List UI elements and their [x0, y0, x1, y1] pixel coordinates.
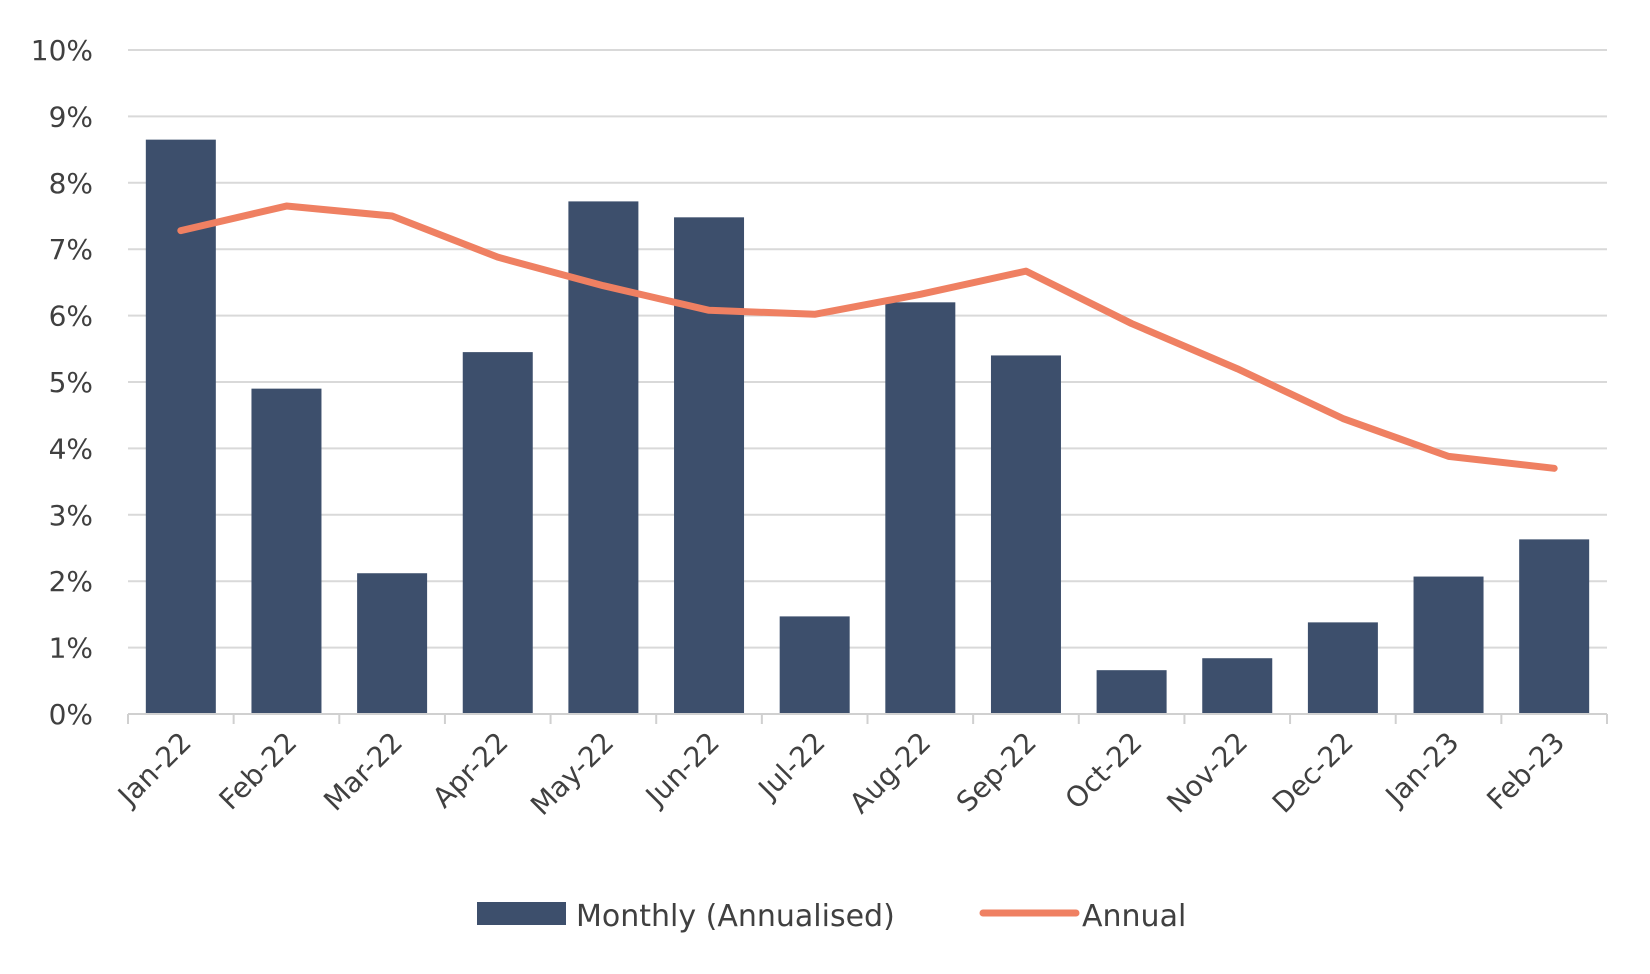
- bar: [1307, 622, 1378, 714]
- bar: [885, 302, 956, 714]
- x-tick-label: Feb-23: [1480, 726, 1571, 817]
- gridlines: [128, 49, 1607, 649]
- x-tick-label: Feb-22: [213, 726, 304, 817]
- y-tick-label: 8%: [49, 167, 93, 200]
- y-tick-label: 7%: [49, 233, 93, 266]
- legend-label-annual: Annual: [1082, 899, 1186, 934]
- y-tick-label: 4%: [49, 432, 93, 465]
- x-tick-label: Jul-22: [751, 726, 832, 807]
- legend-label-monthly: Monthly (Annualised): [576, 899, 895, 934]
- y-tick-label: 1%: [49, 632, 93, 665]
- bar: [1519, 539, 1590, 714]
- y-tick-label: 10%: [31, 34, 93, 67]
- x-tick-label: Jan-23: [1378, 726, 1466, 814]
- annual-line: [177, 202, 1558, 472]
- legend-swatch-monthly: [477, 902, 566, 925]
- bar: [357, 573, 428, 714]
- bar: [251, 388, 322, 714]
- x-tick-label: Dec-22: [1266, 726, 1360, 820]
- y-tick-label: 2%: [49, 565, 93, 598]
- x-tick-label: Mar-22: [317, 726, 409, 818]
- bar: [1413, 576, 1484, 714]
- x-tick-label: Sep-22: [950, 726, 1043, 819]
- x-tick-label: Jan-22: [110, 726, 198, 814]
- y-tick-label: 0%: [49, 698, 93, 731]
- bar: [1202, 658, 1273, 714]
- bar-series: [145, 139, 1590, 715]
- bar: [990, 355, 1061, 714]
- x-axis: [127, 713, 1608, 724]
- legend: Monthly (Annualised) Annual: [477, 899, 1186, 934]
- x-tick-label: May-22: [524, 726, 620, 822]
- y-tick-label: 5%: [49, 366, 93, 399]
- x-tick-label: Nov-22: [1160, 726, 1254, 820]
- x-axis-ticks: Jan-22 Feb-22 Mar-22 Apr-22 May-22 Jun-22 Jul-…: [110, 726, 1571, 822]
- y-tick-label: 3%: [49, 499, 93, 532]
- y-axis-ticks: 0% 1% 2% 3% 4% 5% 6% 7% 8% 9% 10%: [31, 34, 93, 731]
- bar: [779, 616, 850, 714]
- bar: [462, 352, 533, 714]
- bar: [145, 139, 216, 714]
- x-tick-label: Aug-22: [843, 726, 937, 820]
- x-tick-label: Apr-22: [426, 726, 515, 815]
- x-tick-label: Oct-22: [1059, 726, 1149, 816]
- bar: [1096, 670, 1167, 714]
- y-tick-label: 9%: [49, 100, 93, 133]
- line-series: [177, 202, 1558, 472]
- bar: [674, 217, 745, 714]
- y-tick-label: 6%: [49, 300, 93, 333]
- x-tick-label: Jun-22: [638, 726, 726, 814]
